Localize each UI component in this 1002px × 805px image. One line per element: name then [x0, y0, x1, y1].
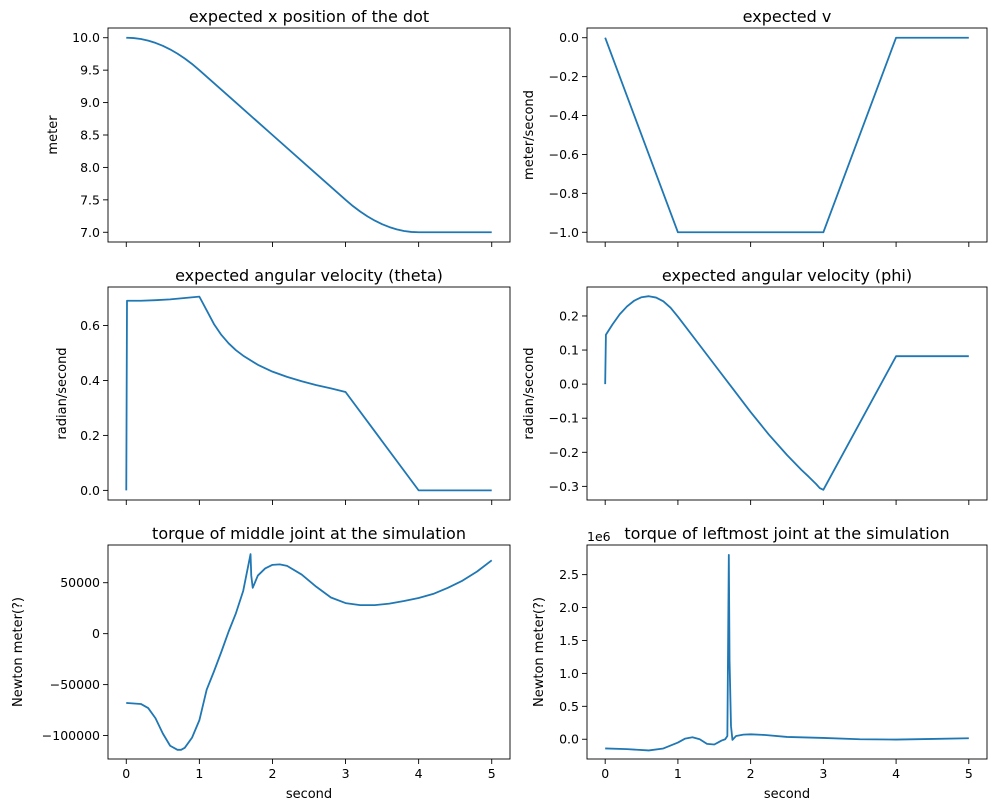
y-tick-label: 0.0 — [80, 483, 100, 498]
y-tick-label: 1.0 — [559, 666, 579, 681]
subplot-6: 0 1 2 3 4 5 0.0 0.5 1.0 1.5 2.0 2.5 torque of leftmo… — [532, 524, 988, 802]
y-tick-label: 2.0 — [559, 600, 579, 615]
y-tick-label: −100000 — [42, 728, 100, 743]
y-tick-label: −0.2 — [549, 445, 579, 460]
y-tick-label: −0.6 — [549, 147, 579, 162]
x-tick-label: 5 — [488, 766, 496, 781]
y-tick-label: 9.5 — [80, 63, 100, 78]
y-tick-label: −0.4 — [549, 108, 579, 123]
x-tick-label: 4 — [415, 766, 423, 781]
y-tick-label: −0.2 — [549, 69, 579, 84]
y-axis-label: radian/second — [55, 347, 70, 439]
subplot-3: 0.0 0.2 0.4 0.6 expected angular velocity (t… — [55, 266, 511, 505]
axes-frame — [586, 544, 988, 760]
y-tick-label: −50000 — [50, 677, 100, 692]
y-tick-label: −0.1 — [549, 411, 579, 426]
axes-frame — [107, 286, 511, 501]
y-axis-label: meter/second — [522, 90, 537, 180]
x-tick-label: 0 — [601, 766, 609, 781]
series-line — [126, 36, 492, 234]
y-tick-label: 0.5 — [559, 699, 579, 714]
subplot-2: −1.0 −0.8 −0.6 −0.4 −0.2 0.0 expected v meter/s… — [522, 7, 988, 247]
y-tick-label: 7.0 — [80, 225, 100, 240]
axes-frame — [586, 27, 988, 243]
x-axis-label: second — [286, 787, 332, 802]
x-tick-label: 1 — [195, 766, 203, 781]
series-line — [125, 295, 492, 492]
x-tick-label: 0 — [122, 766, 130, 781]
y-tick-label: 9.0 — [80, 95, 100, 110]
y-axis-label: Newton meter(?) — [11, 597, 26, 707]
panel-title: torque of middle joint at the simulation — [152, 524, 466, 543]
series-line — [605, 553, 969, 752]
x-axis-label: second — [764, 787, 810, 802]
subplot-1: 7.0 7.5 8.0 8.5 9.0 9.5 10.0 expected x positio… — [46, 7, 511, 247]
y-axis-offset-label: 1e6 — [587, 529, 611, 544]
y-tick-label: 0.6 — [80, 318, 100, 333]
subplot-5: 0 1 2 3 4 5 −100000 −50000 0 50000 torque of middl… — [11, 524, 511, 802]
panel-title: expected v — [743, 7, 832, 26]
axes-frame — [586, 286, 988, 501]
y-tick-label: 0.0 — [559, 732, 579, 747]
x-tick-label: 5 — [965, 766, 973, 781]
axes-frame — [107, 544, 511, 760]
y-tick-label: −0.3 — [549, 479, 579, 494]
y-axis-label: radian/second — [522, 347, 537, 439]
y-tick-label: 0.0 — [559, 30, 579, 45]
x-tick-label: 2 — [268, 766, 276, 781]
y-tick-label: 0.4 — [80, 373, 100, 388]
y-tick-label: 1.5 — [559, 633, 579, 648]
y-tick-label: −1.0 — [549, 225, 579, 240]
panel-title: torque of leftmost joint at the simulati… — [624, 524, 949, 543]
y-tick-label: 0.2 — [80, 428, 100, 443]
y-tick-label: −0.8 — [549, 186, 579, 201]
panel-title: expected angular velocity (phi) — [662, 266, 912, 285]
y-tick-label: 8.5 — [80, 128, 100, 143]
series-line — [604, 295, 969, 491]
x-tick-label: 2 — [747, 766, 755, 781]
y-tick-label: 0.1 — [559, 343, 579, 358]
series-line — [604, 36, 969, 234]
y-axis-label: meter — [46, 115, 61, 155]
y-tick-label: 0.2 — [559, 308, 579, 323]
y-tick-label: 2.5 — [559, 567, 579, 582]
panel-title: expected x position of the dot — [189, 7, 429, 26]
panel-title: expected angular velocity (theta) — [175, 266, 443, 285]
subplot-4: −0.3 −0.2 −0.1 0.0 0.1 0.2 expected angular ve… — [522, 266, 988, 505]
y-axis-label: Newton meter(?) — [532, 597, 547, 707]
y-tick-label: 0 — [92, 626, 100, 641]
y-tick-label: 8.0 — [80, 160, 100, 175]
x-tick-label: 3 — [342, 766, 350, 781]
y-tick-label: 0.0 — [559, 377, 579, 392]
x-tick-label: 1 — [674, 766, 682, 781]
series-line — [126, 553, 493, 751]
y-tick-label: 10.0 — [72, 30, 100, 45]
y-tick-label: 7.5 — [80, 192, 100, 207]
y-tick-label: 50000 — [60, 575, 100, 590]
x-tick-label: 4 — [892, 766, 900, 781]
x-tick-label: 3 — [819, 766, 827, 781]
